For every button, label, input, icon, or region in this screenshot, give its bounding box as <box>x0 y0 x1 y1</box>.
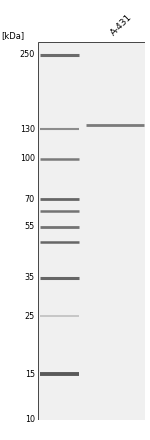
Text: 10: 10 <box>25 415 35 425</box>
Text: 55: 55 <box>25 222 35 231</box>
Text: 35: 35 <box>25 273 35 282</box>
Text: 130: 130 <box>20 125 35 133</box>
Text: 25: 25 <box>25 312 35 321</box>
Text: 15: 15 <box>25 370 35 378</box>
Text: 100: 100 <box>20 154 35 163</box>
Text: [kDa]: [kDa] <box>2 31 25 40</box>
Text: 70: 70 <box>25 195 35 204</box>
Text: A-431: A-431 <box>109 13 134 37</box>
Text: 250: 250 <box>20 50 35 59</box>
